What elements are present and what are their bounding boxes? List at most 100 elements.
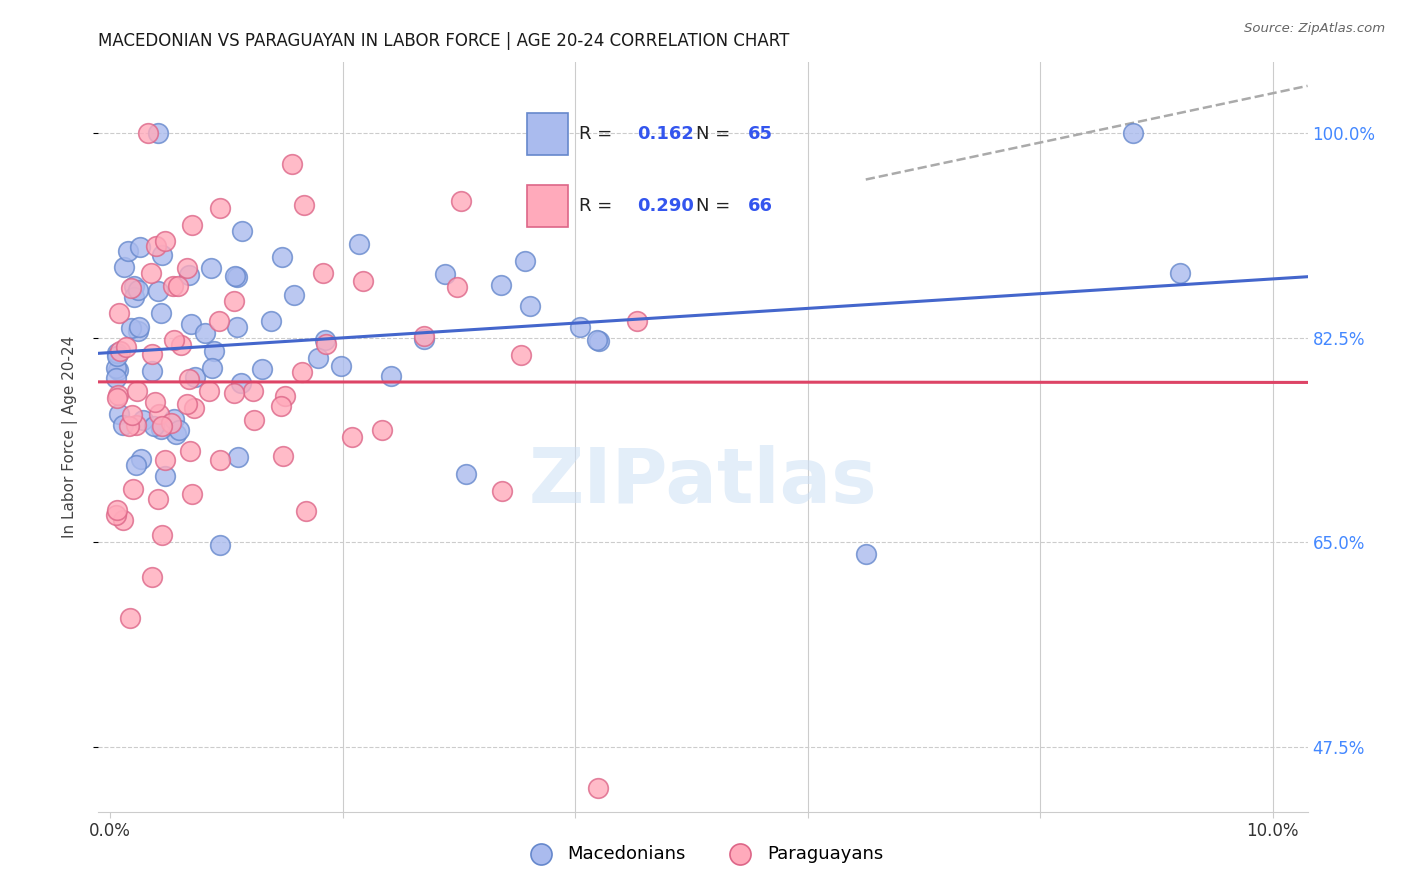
Point: [148, 126, 170, 140]
Point: [107, 388, 129, 402]
Point: [115, 340, 138, 354]
Point: [1168, 266, 1191, 280]
Point: [165, 427, 187, 442]
Point: [155, 235, 177, 249]
Point: [194, 326, 217, 341]
Point: [148, 407, 170, 421]
Point: [153, 469, 176, 483]
Point: [111, 512, 134, 526]
Point: [127, 324, 149, 338]
Point: [163, 411, 186, 425]
Point: [122, 483, 145, 497]
Point: [224, 268, 246, 283]
Y-axis label: In Labor Force | Age 20-24: In Labor Force | Age 20-24: [62, 336, 77, 538]
Point: [226, 320, 249, 334]
Point: [291, 366, 314, 380]
Point: [271, 449, 294, 463]
Point: [283, 287, 305, 301]
Point: [149, 422, 172, 436]
Point: [125, 417, 148, 432]
Point: [108, 306, 131, 320]
Point: [243, 413, 266, 427]
Point: [329, 359, 352, 373]
Point: [260, 314, 283, 328]
Point: [160, 416, 183, 430]
Point: [141, 347, 163, 361]
Point: [413, 329, 436, 343]
Point: [270, 250, 292, 264]
Point: [450, 194, 472, 208]
Point: [371, 423, 394, 437]
Point: [125, 384, 148, 398]
Point: [118, 419, 141, 434]
Point: [588, 334, 610, 348]
Point: [180, 487, 202, 501]
Point: [122, 289, 145, 303]
Point: [226, 269, 249, 284]
Point: [855, 547, 877, 561]
Point: [274, 389, 297, 403]
Point: [120, 321, 142, 335]
Point: [108, 407, 131, 421]
Point: [107, 363, 129, 377]
Point: [170, 337, 193, 351]
Point: [117, 244, 139, 258]
Point: [127, 283, 149, 297]
Text: Source: ZipAtlas.com: Source: ZipAtlas.com: [1244, 22, 1385, 36]
Point: [104, 508, 127, 522]
Point: [121, 408, 143, 422]
Point: [312, 266, 335, 280]
Point: [201, 360, 224, 375]
Point: [104, 371, 127, 385]
Point: [108, 343, 131, 358]
Point: [149, 306, 172, 320]
Point: [183, 401, 205, 416]
Point: [129, 452, 152, 467]
Point: [150, 528, 173, 542]
Text: ZIPatlas: ZIPatlas: [529, 445, 877, 519]
Point: [250, 362, 273, 376]
Point: [105, 349, 128, 363]
Point: [231, 224, 253, 238]
Point: [153, 453, 176, 467]
Point: [229, 376, 252, 391]
Text: MACEDONIAN VS PARAGUAYAN IN LABOR FORCE | AGE 20-24 CORRELATION CHART: MACEDONIAN VS PARAGUAYAN IN LABOR FORCE …: [98, 32, 790, 50]
Point: [112, 260, 135, 274]
Point: [315, 337, 337, 351]
Point: [145, 239, 167, 253]
Point: [139, 266, 162, 280]
Point: [200, 260, 222, 275]
Point: [105, 346, 128, 360]
Point: [224, 293, 246, 308]
Point: [209, 452, 232, 467]
Point: [146, 284, 169, 298]
Point: [352, 274, 374, 288]
Point: [626, 314, 648, 328]
Point: [491, 277, 513, 292]
Point: [141, 570, 163, 584]
Point: [209, 202, 232, 216]
Point: [125, 458, 148, 473]
Point: [162, 279, 184, 293]
Point: [292, 198, 315, 212]
Point: [132, 413, 155, 427]
Point: [148, 492, 170, 507]
Point: [586, 333, 609, 347]
Point: [122, 279, 145, 293]
Point: [294, 504, 316, 518]
Point: [138, 126, 160, 140]
Point: [208, 313, 231, 327]
Point: [380, 369, 402, 384]
Point: [413, 332, 436, 346]
Point: [181, 218, 204, 232]
Point: [143, 418, 166, 433]
Point: [270, 399, 292, 413]
Point: [120, 611, 142, 625]
Point: [141, 364, 163, 378]
Point: [120, 281, 142, 295]
Point: [588, 781, 610, 796]
Point: [105, 502, 128, 516]
Point: [129, 240, 152, 254]
Point: [176, 261, 198, 276]
Point: [202, 344, 225, 359]
